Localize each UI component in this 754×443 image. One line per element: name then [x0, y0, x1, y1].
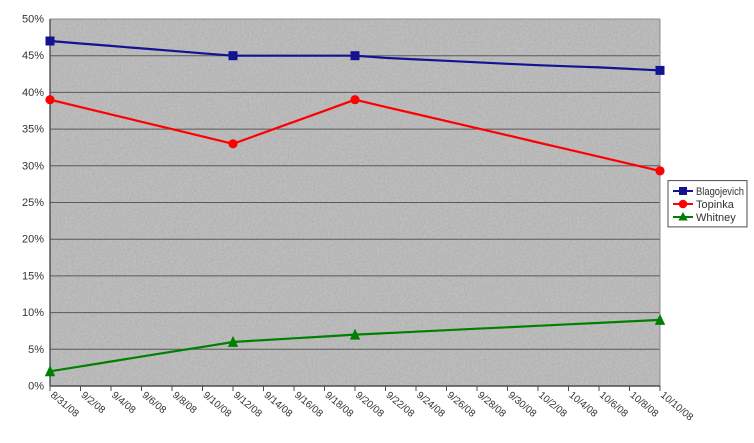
svg-text:9/30/08: 9/30/08	[506, 390, 539, 420]
svg-text:25%: 25%	[22, 197, 44, 209]
svg-text:9/20/08: 9/20/08	[353, 390, 386, 420]
svg-text:10/2/08: 10/2/08	[536, 390, 569, 420]
svg-text:Blagojevich: Blagojevich	[696, 186, 744, 198]
svg-text:9/26/08: 9/26/08	[445, 390, 478, 420]
svg-text:10%: 10%	[22, 307, 44, 319]
svg-text:10/4/08: 10/4/08	[567, 390, 600, 420]
svg-text:Whitney: Whitney	[696, 212, 736, 224]
svg-text:8/31/08: 8/31/08	[48, 390, 81, 420]
svg-text:9/16/08: 9/16/08	[292, 390, 325, 420]
svg-text:5%: 5%	[28, 344, 44, 356]
svg-text:35%: 35%	[22, 124, 44, 136]
svg-text:9/4/08: 9/4/08	[109, 390, 138, 417]
svg-text:20%: 20%	[22, 234, 44, 246]
svg-text:9/2/08: 9/2/08	[79, 390, 108, 417]
svg-text:10/8/08: 10/8/08	[628, 390, 661, 420]
svg-text:45%: 45%	[22, 50, 44, 62]
svg-text:30%: 30%	[22, 160, 44, 172]
svg-text:0%: 0%	[28, 381, 44, 393]
svg-text:40%: 40%	[22, 87, 44, 99]
svg-text:9/12/08: 9/12/08	[231, 390, 264, 420]
svg-text:10/6/08: 10/6/08	[597, 390, 630, 420]
svg-text:9/22/08: 9/22/08	[384, 390, 417, 420]
svg-text:9/28/08: 9/28/08	[475, 390, 508, 420]
svg-text:9/8/08: 9/8/08	[170, 390, 199, 417]
svg-text:9/6/08: 9/6/08	[140, 390, 169, 417]
svg-text:10/10/08: 10/10/08	[658, 390, 695, 424]
svg-text:50%: 50%	[22, 14, 44, 26]
svg-text:15%: 15%	[22, 270, 44, 282]
svg-text:9/10/08: 9/10/08	[201, 390, 234, 420]
svg-text:9/14/08: 9/14/08	[262, 390, 295, 420]
svg-text:Topinka: Topinka	[696, 199, 735, 211]
svg-text:9/24/08: 9/24/08	[414, 390, 447, 420]
svg-text:9/18/08: 9/18/08	[323, 390, 356, 420]
